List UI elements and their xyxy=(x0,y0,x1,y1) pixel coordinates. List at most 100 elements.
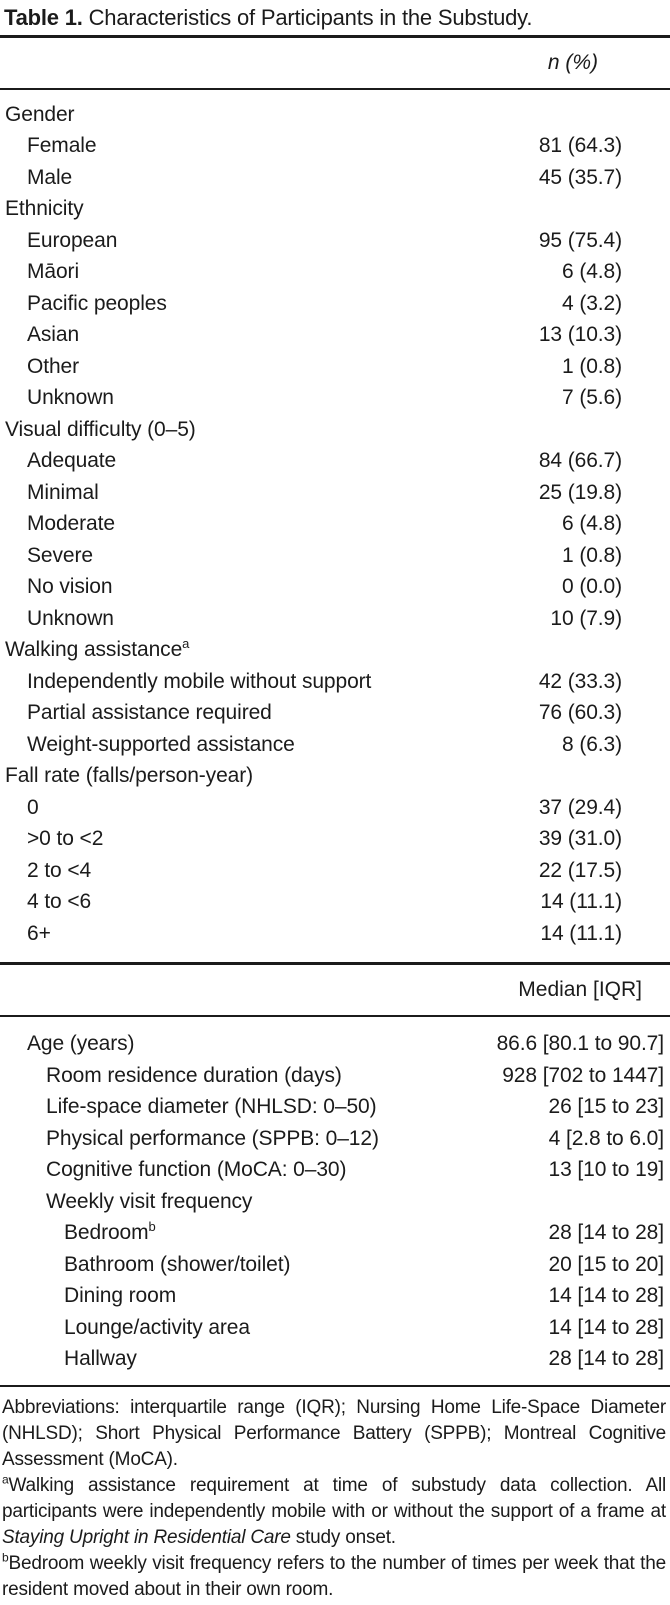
table-row: Physical performance (SPPB: 0–12) 4 [2.8… xyxy=(0,1123,670,1155)
row-value: 76 (60.3) xyxy=(538,701,622,725)
study-name-italic: Staying Upright in Residential Care xyxy=(2,1527,291,1548)
row-value: 928 [702 to 1447] xyxy=(502,1063,664,1087)
column-header: n (%) xyxy=(547,51,598,74)
row-label: Life-space diameter (NHLSD: 0–50) xyxy=(46,1095,377,1119)
table-row: Female 81 (64.3) xyxy=(0,131,670,163)
table-row: Unknown 10 (7.9) xyxy=(0,603,670,635)
row-value: 4 [2.8 to 6.0] xyxy=(548,1126,664,1150)
footnote-marker: b xyxy=(148,1219,156,1235)
row-label: Cognitive function (MoCA: 0–30) xyxy=(46,1158,347,1182)
row-label: 2 to <4 xyxy=(27,858,92,882)
row-label: Fall rate (falls/person-year) xyxy=(5,764,254,788)
row-label: Bedroomb xyxy=(64,1219,156,1245)
table-row: Life-space diameter (NHLSD: 0–50) 26 [15… xyxy=(0,1092,670,1124)
row-label: Independently mobile without support xyxy=(27,669,372,693)
table-row: Other 1 (0.8) xyxy=(0,351,670,383)
footnote-marker: b xyxy=(2,1550,9,1565)
section-divider-rule xyxy=(0,961,670,965)
row-label: Walking assistancea xyxy=(5,636,190,662)
table-row: 4 to <6 14 (11.1) xyxy=(0,887,670,919)
table-row: Independently mobile without support 42 … xyxy=(0,666,670,698)
column-header: Median [IQR] xyxy=(518,977,642,1001)
row-value: 13 [10 to 19] xyxy=(548,1158,665,1182)
footnote: Abbreviations: interquartile range (IQR)… xyxy=(2,1395,666,1473)
footnote-text: Abbreviations: interquartile range (IQR)… xyxy=(2,1397,666,1470)
row-value: 6 (4.8) xyxy=(562,512,622,536)
footnote-text: Bedroom weekly visit frequency refers to… xyxy=(2,1553,666,1600)
row-value: 14 [14 to 28] xyxy=(548,1284,665,1308)
section-rows: Gender Female 81 (64.3) Male 45 (35.7) E… xyxy=(0,90,670,962)
row-value: 14 (11.1) xyxy=(540,921,622,945)
row-value: 25 (19.8) xyxy=(538,480,622,504)
row-value: 20 [15 to 20] xyxy=(548,1252,665,1276)
table-row: Dining room 14 [14 to 28] xyxy=(0,1281,670,1313)
row-label: Bathroom (shower/toilet) xyxy=(64,1252,291,1276)
row-label: Gender xyxy=(5,102,75,126)
row-value: 81 (64.3) xyxy=(538,134,622,158)
table-row: Lounge/activity area 14 [14 to 28] xyxy=(0,1312,670,1344)
table-row: Visual difficulty (0–5) xyxy=(0,414,670,446)
row-label: 4 to <6 xyxy=(27,890,92,914)
row-value: 42 (33.3) xyxy=(538,669,622,693)
row-label: Pacific peoples xyxy=(27,291,167,315)
table-row: Age (years) 86.6 [80.1 to 90.7] xyxy=(0,1029,670,1061)
table-row: Severe 1 (0.8) xyxy=(0,540,670,572)
table-row: Pacific peoples 4 (3.2) xyxy=(0,288,670,320)
table-row: Walking assistancea xyxy=(0,635,670,667)
table-row: Bathroom (shower/toilet) 20 [15 to 20] xyxy=(0,1249,670,1281)
row-label: Age (years) xyxy=(27,1032,135,1056)
table-row: Weight-supported assistance 8 (6.3) xyxy=(0,729,670,761)
row-label: Unknown xyxy=(27,386,114,410)
row-value: 4 (3.2) xyxy=(562,291,622,315)
row-value: 37 (29.4) xyxy=(538,795,622,819)
table-footnotes: Abbreviations: interquartile range (IQR)… xyxy=(0,1395,670,1603)
row-label: No vision xyxy=(27,575,113,599)
table-row: Adequate 84 (66.7) xyxy=(0,446,670,478)
table-row: Weekly visit frequency xyxy=(0,1186,670,1218)
footnote-text: study onset. xyxy=(290,1527,396,1548)
row-label: Moderate xyxy=(27,512,115,536)
table-row: 2 to <4 22 (17.5) xyxy=(0,855,670,887)
row-value: 8 (6.3) xyxy=(562,732,622,756)
table-caption: Characteristics of Participants in the S… xyxy=(88,5,533,30)
row-label: Minimal xyxy=(27,480,99,504)
row-label: Weight-supported assistance xyxy=(27,732,295,756)
row-value: 28 [14 to 28] xyxy=(548,1221,665,1245)
row-label: Unknown xyxy=(27,606,114,630)
footnote-marker: a xyxy=(182,636,190,652)
table-row: Minimal 25 (19.8) xyxy=(0,477,670,509)
top-rule xyxy=(0,35,670,38)
row-label: Male xyxy=(27,165,73,189)
header-rule xyxy=(0,1014,670,1017)
table-row: Room residence duration (days) 928 [702 … xyxy=(0,1060,670,1092)
header-rule xyxy=(0,88,670,90)
row-value: 14 [14 to 28] xyxy=(548,1315,665,1339)
table-row: Fall rate (falls/person-year) xyxy=(0,761,670,793)
table-row: Moderate 6 (4.8) xyxy=(0,509,670,541)
table-row: >0 to <2 39 (31.0) xyxy=(0,824,670,856)
footnote-marker: a xyxy=(2,1472,9,1487)
row-value: 0 (0.0) xyxy=(562,575,622,599)
row-value: 45 (35.7) xyxy=(538,165,622,189)
row-label: Ethnicity xyxy=(5,197,84,221)
row-value: 86.6 [80.1 to 90.7] xyxy=(496,1032,665,1056)
row-label: 6+ xyxy=(27,921,51,945)
table-sections: n (%) Gender Female 81 (64.3) Male 45 (3… xyxy=(0,38,670,1385)
row-label: Dining room xyxy=(64,1284,177,1308)
row-value: 84 (66.7) xyxy=(538,449,622,473)
table-row: European 95 (75.4) xyxy=(0,225,670,257)
row-value: 1 (0.8) xyxy=(562,354,622,378)
row-value: 7 (5.6) xyxy=(562,386,622,410)
row-label: Hallway xyxy=(64,1347,137,1371)
row-value: 28 [14 to 28] xyxy=(548,1347,665,1371)
row-label: Partial assistance required xyxy=(27,701,272,725)
table-row: Partial assistance required 76 (60.3) xyxy=(0,698,670,730)
row-label: Asian xyxy=(27,323,80,347)
row-value: 6 (4.8) xyxy=(562,260,622,284)
row-label: Weekly visit frequency xyxy=(46,1189,253,1213)
row-label: Severe xyxy=(27,543,93,567)
row-value: 1 (0.8) xyxy=(562,543,622,567)
row-value: 10 (7.9) xyxy=(550,606,622,630)
row-label: Other xyxy=(27,354,80,378)
row-label: Physical performance (SPPB: 0–12) xyxy=(46,1126,379,1150)
